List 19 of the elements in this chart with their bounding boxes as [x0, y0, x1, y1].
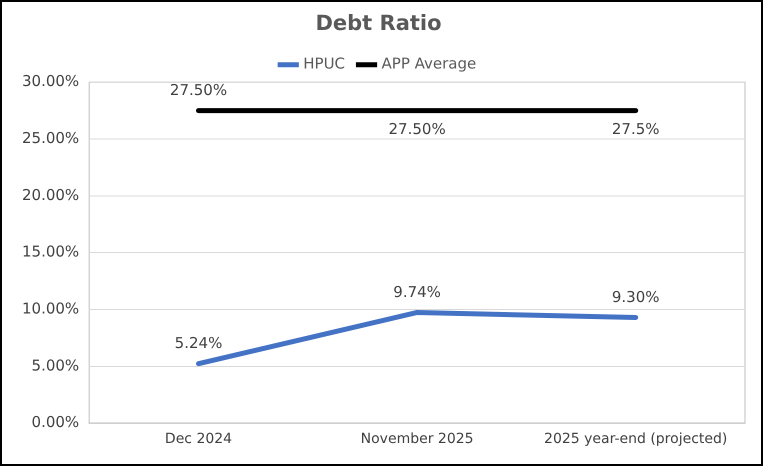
- y-tick-label: 0.00%: [32, 413, 80, 432]
- legend-label: HPUC: [303, 54, 346, 73]
- y-tick-label: 25.00%: [22, 128, 80, 147]
- x-tick-label: Dec 2024: [164, 431, 232, 448]
- x-tick-label: 2025 year-end (projected): [544, 431, 728, 448]
- chart-title: Debt Ratio: [315, 11, 442, 36]
- y-tick-label: 20.00%: [22, 186, 80, 204]
- data-label: 27.50%: [170, 81, 228, 100]
- y-tick-label: 5.00%: [32, 356, 80, 374]
- data-label: 5.24%: [174, 334, 222, 352]
- y-tick-label: 15.00%: [22, 242, 80, 261]
- data-label: 27.5%: [612, 120, 660, 138]
- data-label: 27.50%: [388, 120, 446, 138]
- y-tick-label: 10.00%: [22, 299, 80, 318]
- data-label: 9.30%: [612, 288, 660, 306]
- data-label: 9.74%: [393, 282, 441, 301]
- legend-label: APP Average: [382, 54, 476, 73]
- y-tick-label: 30.00%: [22, 72, 80, 90]
- x-tick-label: November 2025: [360, 431, 474, 448]
